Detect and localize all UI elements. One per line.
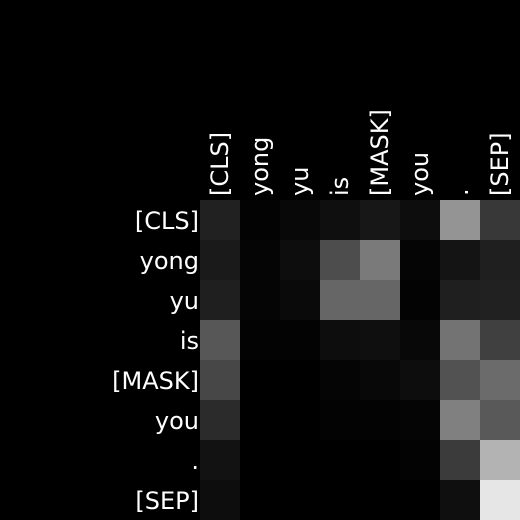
heatmap-cell-r2-c1	[240, 280, 280, 320]
heatmap-cell-r3-c2	[280, 320, 320, 360]
y-token-label-is: is	[180, 327, 199, 355]
y-token-label-sep: [SEP]	[135, 487, 199, 515]
y-token-label-mask: [MASK]	[112, 367, 199, 395]
heatmap-cell-r4-c5	[400, 360, 440, 400]
heatmap-cell-r5-c5	[400, 400, 440, 440]
heatmap-cell-r0-c5	[400, 200, 440, 240]
heatmap-cell-r2-c6	[440, 280, 480, 320]
heatmap-cell-r2-c3	[320, 280, 360, 320]
heatmap-cell-r7-c4	[360, 480, 400, 520]
x-axis-token-labels: [CLS] yong yu is [MASK] you. [SEP]	[206, 109, 514, 196]
heatmap-cell-r5-c0	[200, 400, 240, 440]
heatmap-cell-r7-c6	[440, 480, 480, 520]
x-token-label-yong: yong	[246, 137, 274, 196]
heatmap-cell-r4-c4	[360, 360, 400, 400]
heatmap-cell-r1-c0	[200, 240, 240, 280]
heatmap-cell-r0-c1	[240, 200, 280, 240]
heatmap-cell-r7-c7	[480, 480, 520, 520]
heatmap-cell-r1-c6	[440, 240, 480, 280]
x-token-label-cls: [CLS]	[206, 132, 234, 196]
heatmap-cell-r1-c5	[400, 240, 440, 280]
heatmap-cell-r4-c2	[280, 360, 320, 400]
heatmap-cell-r0-c7	[480, 200, 520, 240]
heatmap-cells	[200, 200, 520, 520]
x-token-label-is: is	[326, 177, 354, 196]
heatmap-cell-r5-c7	[480, 400, 520, 440]
heatmap-cell-r6-c4	[360, 440, 400, 480]
heatmap-cell-r5-c1	[240, 400, 280, 440]
y-axis-token-labels: [CLS] yong yu is [MASK] you. [SEP]	[112, 207, 199, 515]
heatmap-cell-r3-c7	[480, 320, 520, 360]
y-token-label-cls: [CLS]	[135, 207, 199, 235]
x-token-label-you: you	[406, 152, 434, 196]
heatmap-cell-r1-c4	[360, 240, 400, 280]
y-token-label-period: .	[191, 447, 199, 475]
heatmap-cell-r0-c6	[440, 200, 480, 240]
heatmap-cell-r2-c7	[480, 280, 520, 320]
heatmap-cell-r5-c4	[360, 400, 400, 440]
heatmap-cell-r0-c4	[360, 200, 400, 240]
heatmap-cell-r1-c1	[240, 240, 280, 280]
heatmap-cell-r1-c2	[280, 240, 320, 280]
heatmap-cell-r6-c0	[200, 440, 240, 480]
heatmap-cell-r5-c2	[280, 400, 320, 440]
heatmap-cell-r4-c3	[320, 360, 360, 400]
heatmap-cell-r2-c4	[360, 280, 400, 320]
heatmap-cell-r4-c7	[480, 360, 520, 400]
heatmap-cell-r1-c3	[320, 240, 360, 280]
heatmap-cell-r5-c3	[320, 400, 360, 440]
heatmap-cell-r6-c3	[320, 440, 360, 480]
heatmap-cell-r3-c4	[360, 320, 400, 360]
heatmap-cell-r3-c3	[320, 320, 360, 360]
heatmap-cell-r7-c5	[400, 480, 440, 520]
heatmap-cell-r7-c0	[200, 480, 240, 520]
heatmap-cell-r0-c3	[320, 200, 360, 240]
heatmap-cell-r0-c0	[200, 200, 240, 240]
heatmap-cell-r3-c6	[440, 320, 480, 360]
heatmap-cell-r6-c7	[480, 440, 520, 480]
heatmap-cell-r2-c2	[280, 280, 320, 320]
heatmap-cell-r7-c2	[280, 480, 320, 520]
heatmap-cell-r4-c0	[200, 360, 240, 400]
x-token-label-period: .	[446, 188, 474, 196]
y-token-label-yu: yu	[170, 287, 199, 315]
x-token-label-mask: [MASK]	[366, 109, 394, 196]
heatmap-cell-r6-c6	[440, 440, 480, 480]
heatmap-cell-r2-c5	[400, 280, 440, 320]
heatmap-cell-r3-c1	[240, 320, 280, 360]
heatmap-cell-r6-c2	[280, 440, 320, 480]
heatmap-cell-r4-c1	[240, 360, 280, 400]
y-token-label-yong: yong	[140, 247, 199, 275]
heatmap-cell-r5-c6	[440, 400, 480, 440]
heatmap-cell-r7-c3	[320, 480, 360, 520]
heatmap-cell-r4-c6	[440, 360, 480, 400]
heatmap-cell-r6-c5	[400, 440, 440, 480]
heatmap-cell-r0-c2	[280, 200, 320, 240]
heatmap-cell-r2-c0	[200, 280, 240, 320]
y-token-label-you: you	[155, 407, 199, 435]
heatmap-cell-r3-c0	[200, 320, 240, 360]
x-token-label-yu: yu	[286, 167, 314, 196]
heatmap-cell-r7-c1	[240, 480, 280, 520]
heatmap-cell-r3-c5	[400, 320, 440, 360]
x-token-label-sep: [SEP]	[486, 132, 514, 196]
heatmap-cell-r6-c1	[240, 440, 280, 480]
heatmap-cell-r1-c7	[480, 240, 520, 280]
